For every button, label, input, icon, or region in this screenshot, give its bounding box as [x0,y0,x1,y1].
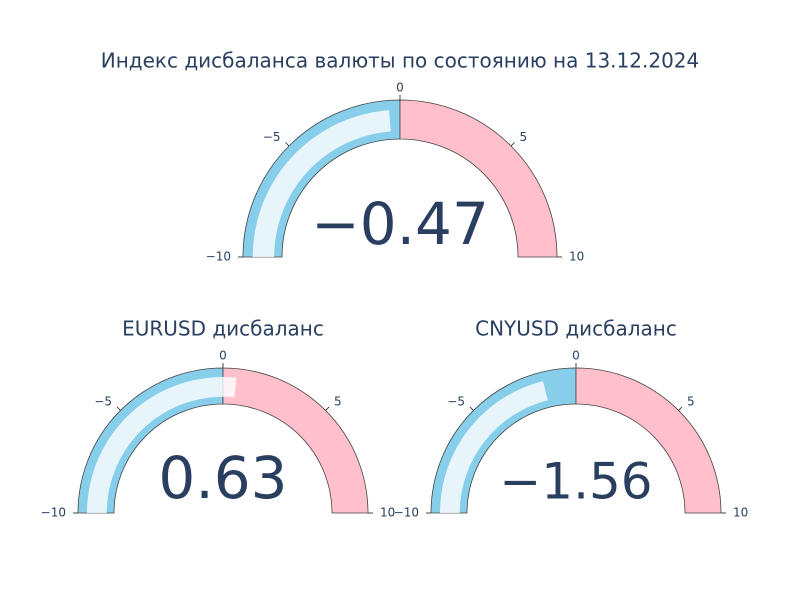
gauge-step [399,99,558,258]
tick-label: 10 [569,250,584,264]
tick-label: 0 [219,349,227,363]
gauge-title: EURUSD дисбаланс [122,317,324,341]
gauge-bar [252,110,391,257]
tick-label: 5 [687,394,695,408]
tick-label: −5 [447,394,465,408]
gauge-value: −1.56 [499,453,652,511]
gauge-value: −0.47 [311,190,489,258]
tick-label: −10 [394,506,419,520]
tick-mark [116,406,121,411]
gauge-step [575,367,722,514]
gauge-title: Индекс дисбаланса валюты по состоянию на… [101,49,700,73]
tick-mark [510,142,515,147]
tick-mark [325,406,330,411]
tick-label: 5 [334,394,342,408]
tick-label: 10 [733,506,748,520]
tick-label: 5 [520,130,528,144]
gauge-bar [87,377,237,513]
tick-label: 0 [572,349,580,363]
tick-label: −5 [263,130,281,144]
gauge-title: CNYUSD дисбаланс [475,317,677,341]
tick-label: −10 [206,250,231,264]
tick-label: −5 [94,394,112,408]
tick-label: −10 [41,506,66,520]
gauge-step [222,367,369,514]
tick-label: 0 [396,81,404,95]
gauge-value: 0.63 [158,444,287,512]
tick-mark [285,142,290,147]
tick-label: 10 [380,506,395,520]
gauge-bar [440,381,548,513]
tick-mark [469,406,474,411]
tick-mark [678,406,683,411]
